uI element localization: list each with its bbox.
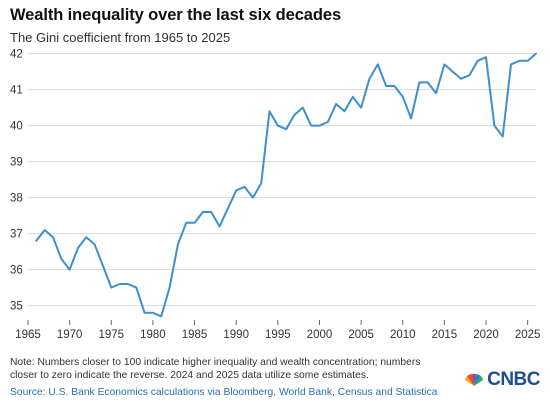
data-point-2020 [485,56,487,58]
data-point-1966 [35,240,37,242]
data-point-1998 [302,107,304,109]
y-tick-label-35: 35 [10,301,23,313]
data-point-1999 [310,125,312,127]
data-point-1994 [269,110,271,112]
data-point-2010 [402,96,404,98]
data-point-1967 [44,229,46,231]
data-point-2015 [443,63,445,65]
x-tick-label-2015: 2015 [432,329,458,341]
x-tick-label-2020: 2020 [473,329,499,341]
data-point-2023 [510,63,512,65]
data-point-1985 [194,222,196,224]
y-tick-label-39: 39 [10,157,23,169]
data-point-1988 [219,225,221,227]
data-point-1997 [293,114,295,116]
x-tick-label-1995: 1995 [265,329,291,341]
data-point-1969 [60,258,62,260]
y-tick-label-38: 38 [10,193,23,205]
data-point-1976 [119,283,121,285]
data-point-2008 [385,85,387,87]
y-tick-label-37: 37 [10,229,23,241]
x-tick-label-2025: 2025 [515,329,541,341]
data-point-2026 [535,53,537,55]
data-point-1987 [210,211,212,213]
data-point-1981 [160,315,162,317]
data-point-2014 [435,92,437,94]
data-point-2019 [477,60,479,62]
data-point-2017 [460,78,462,80]
cnbc-logo: CNBC [463,369,540,391]
data-point-2004 [352,96,354,98]
data-point-2003 [343,110,345,112]
data-point-2002 [335,103,337,105]
data-point-1977 [127,283,129,285]
data-point-1996 [285,128,287,130]
line-chart: 35 36 37 38 39 40 41 42 1965 1970 1975 1980 1985 1990… [10,49,541,341]
x-tick-label-1970: 1970 [57,329,83,341]
data-point-1995 [277,125,279,127]
x-tick-label-2005: 2005 [348,329,374,341]
peacock-icon [465,373,484,386]
data-point-2025 [527,60,529,62]
data-point-1993 [260,182,262,184]
data-point-1975 [110,287,112,289]
data-point-1984 [185,222,187,224]
logo-text: CNBC [487,369,540,390]
x-tick-label-1965: 1965 [15,329,41,341]
x-tick-label-1975: 1975 [98,329,124,341]
data-point-2012 [418,81,420,83]
data-point-2001 [327,121,329,123]
data-point-2000 [318,125,320,127]
data-point-1991 [244,186,246,188]
data-point-1986 [202,211,204,213]
data-point-1979 [144,312,146,314]
data-point-2018 [468,74,470,76]
data-point-1990 [235,189,237,191]
data-point-2009 [393,85,395,87]
data-point-2006 [368,78,370,80]
x-tick-label-2000: 2000 [307,329,333,341]
data-point-2021 [493,125,495,127]
data-point-1989 [227,207,229,209]
data-point-2024 [518,60,520,62]
chart-subtitle: The Gini coefficient from 1965 to 2025 [10,30,231,45]
data-point-1970 [69,269,71,271]
data-point-2016 [452,71,454,73]
data-point-1983 [177,243,179,245]
series-line [35,52,537,318]
data-point-1982 [169,287,171,289]
x-tick-label-1985: 1985 [182,329,208,341]
chart-source: Source: U.S. Bank Economics calculations… [10,387,438,398]
chart-title: Wealth inequality over the last six deca… [10,6,342,24]
data-point-1971 [77,247,79,249]
data-point-2022 [502,135,504,137]
y-tick-label-42: 42 [10,49,23,61]
data-point-2007 [377,63,379,65]
data-point-1968 [52,236,54,238]
y-tick-label-36: 36 [10,265,23,277]
x-tick-label-1980: 1980 [140,329,166,341]
y-tick-label-41: 41 [10,85,23,97]
data-point-2013 [427,81,429,83]
x-tick-label-2010: 2010 [390,329,416,341]
y-tick-label-40: 40 [10,121,23,133]
data-point-1973 [94,243,96,245]
data-point-2011 [410,117,412,119]
data-point-1992 [252,197,254,199]
data-point-1978 [135,287,137,289]
x-tick-label-1990: 1990 [223,329,249,341]
data-point-1972 [85,236,87,238]
data-point-1974 [102,265,104,267]
chart-note: Note: Numbers closer to 100 indicate hig… [10,357,421,381]
data-point-2005 [360,107,362,109]
data-point-1980 [152,312,154,314]
